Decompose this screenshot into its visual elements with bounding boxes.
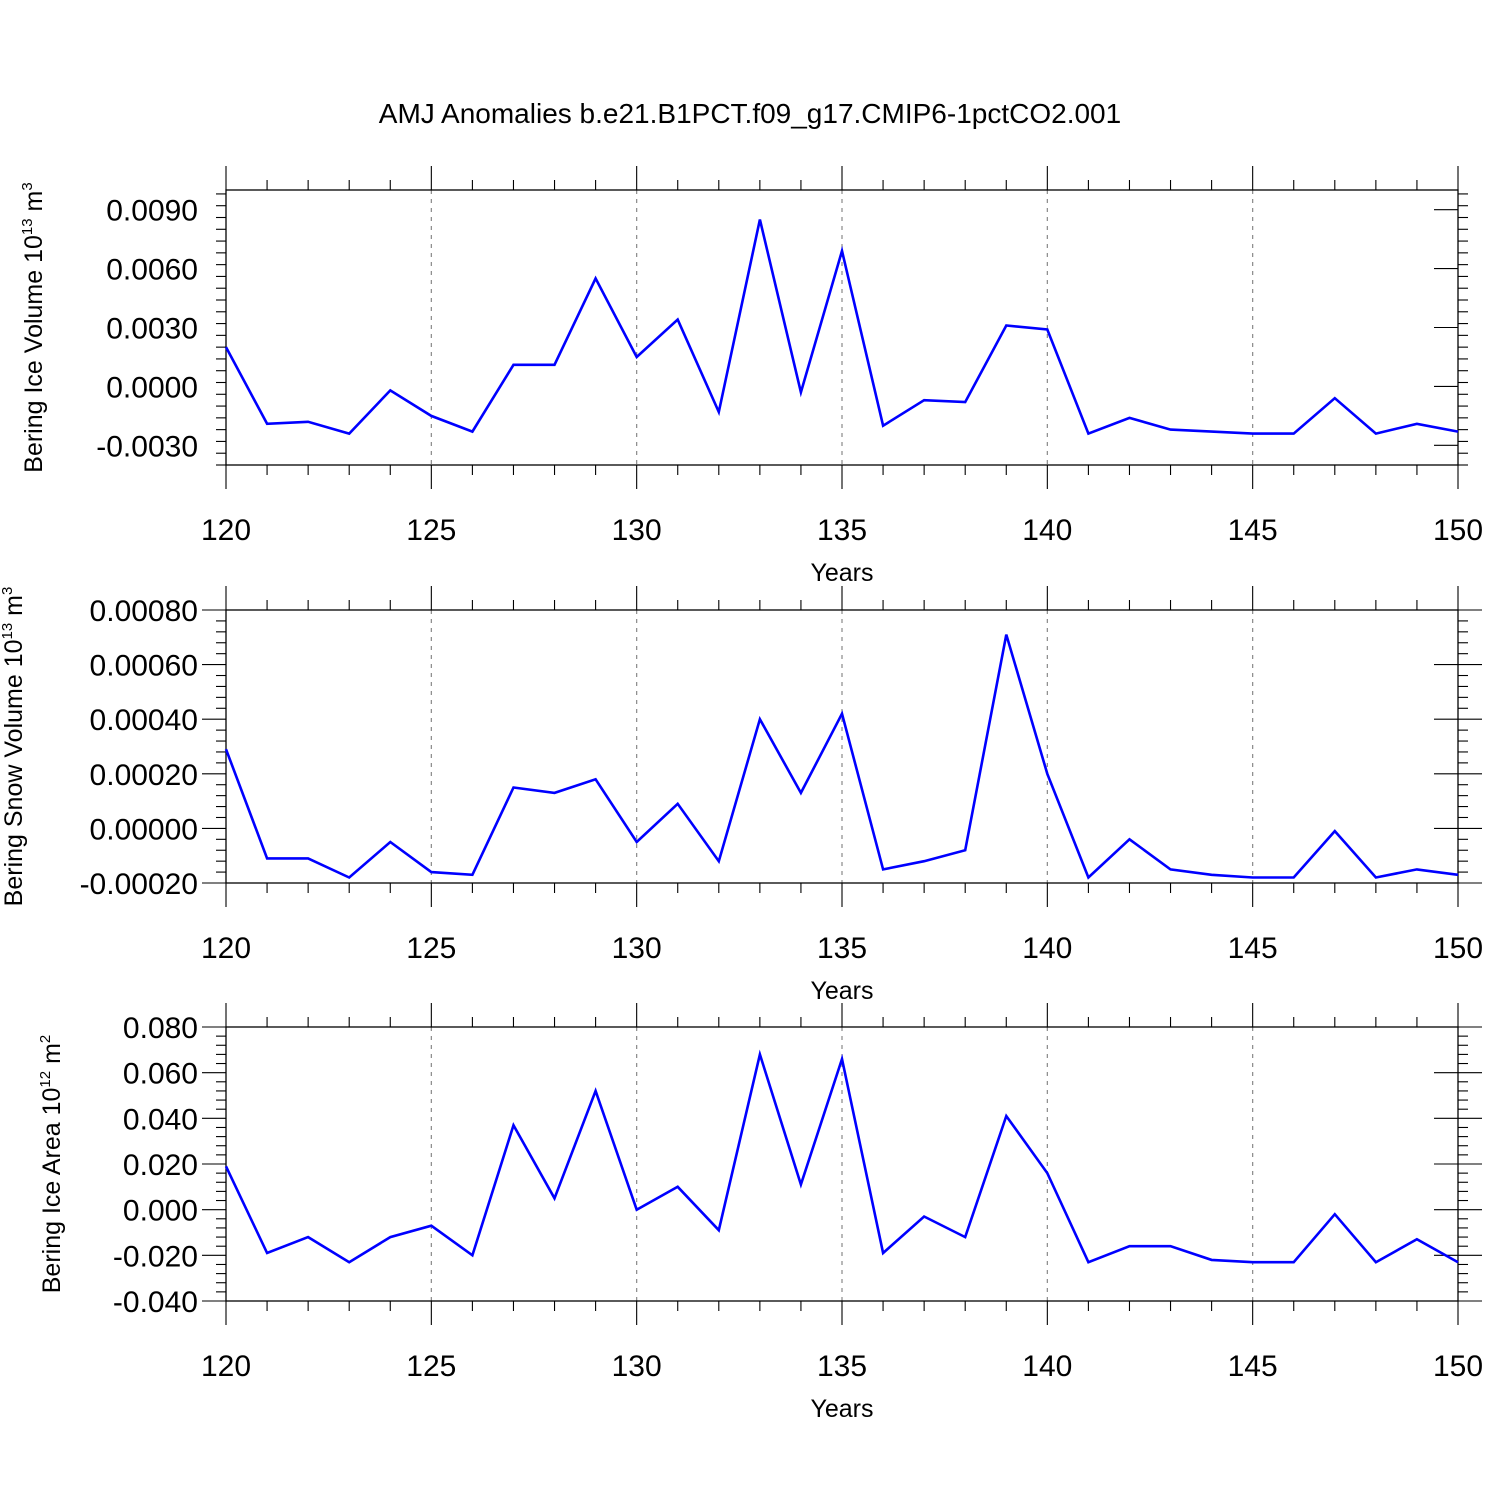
y-tick-label: -0.00020 [80, 868, 198, 901]
y-tick-label: 0.0090 [106, 195, 198, 228]
x-tick-label: 120 [201, 514, 251, 547]
y-tick-label: 0.00020 [90, 759, 198, 792]
x-axis-label: Years [810, 977, 873, 1005]
y-tick-label: 0.00080 [90, 595, 198, 628]
x-tick-label: 140 [1022, 932, 1072, 965]
x-tick-label: 150 [1433, 932, 1483, 965]
x-tick-label: 130 [612, 514, 662, 547]
y-tick-label: -0.020 [113, 1240, 198, 1273]
panel-3: 120 125 130 135 140 145 150 Years -0.040 -0.020 0.… [37, 1003, 1483, 1423]
x-tick-label: 125 [406, 1350, 456, 1383]
x-tick-label: 120 [201, 1350, 251, 1383]
x-tick-label: 150 [1433, 1350, 1483, 1383]
page-title: AMJ Anomalies b.e21.B1PCT.f09_g17.CMIP6-… [378, 98, 1122, 129]
x-tick-label: 135 [817, 514, 867, 547]
x-tick-label: 145 [1228, 932, 1278, 965]
x-tick-label: 130 [612, 1350, 662, 1383]
x-tick-label: 145 [1228, 514, 1278, 547]
y-tick-label: -0.0030 [96, 430, 198, 463]
y-tick-label: 0.020 [123, 1149, 198, 1182]
x-axis-label: Years [810, 559, 873, 587]
y-tick-label: 0.080 [123, 1012, 198, 1045]
y-tick-label: 0.00060 [90, 650, 198, 683]
y-tick-label: 0.040 [123, 1103, 198, 1136]
y-tick-label: 0.00000 [90, 813, 198, 846]
x-tick-label: 145 [1228, 1350, 1278, 1383]
y-axis-label: Bering Ice Area 1012 m2 [37, 1035, 66, 1294]
y-axis-label: Bering Snow Volume 1013 m3 [0, 587, 28, 907]
panel-2: 120 125 130 135 140 145 150 Years -0.00020 0.0000… [0, 586, 1483, 1005]
y-tick-label: 0.0060 [106, 254, 198, 287]
y-tick-label: 0.00040 [90, 704, 198, 737]
x-tick-label: 125 [406, 932, 456, 965]
y-tick-label: 0.000 [123, 1195, 198, 1228]
x-tick-label: 140 [1022, 1350, 1072, 1383]
x-tick-label: 130 [612, 932, 662, 965]
x-tick-label: 120 [201, 932, 251, 965]
y-axis-label: Bering Ice Volume 1013 m3 [19, 182, 48, 472]
panel-1: 120 125 130 135 140 145 150 Years -0.0030 0.0000 0… [19, 166, 1483, 587]
y-tick-label: 0.060 [123, 1058, 198, 1091]
x-tick-label: 140 [1022, 514, 1072, 547]
series-line [224, 1049, 1459, 1264]
x-axis-label: Years [810, 1395, 873, 1423]
y-tick-label: -0.040 [113, 1286, 198, 1319]
y-tick-label: 0.0000 [106, 371, 198, 404]
x-tick-label: 150 [1433, 514, 1483, 547]
x-tick-label: 135 [817, 1350, 867, 1383]
x-tick-label: 125 [406, 514, 456, 547]
y-tick-label: 0.0030 [106, 313, 198, 346]
x-tick-label: 135 [817, 932, 867, 965]
